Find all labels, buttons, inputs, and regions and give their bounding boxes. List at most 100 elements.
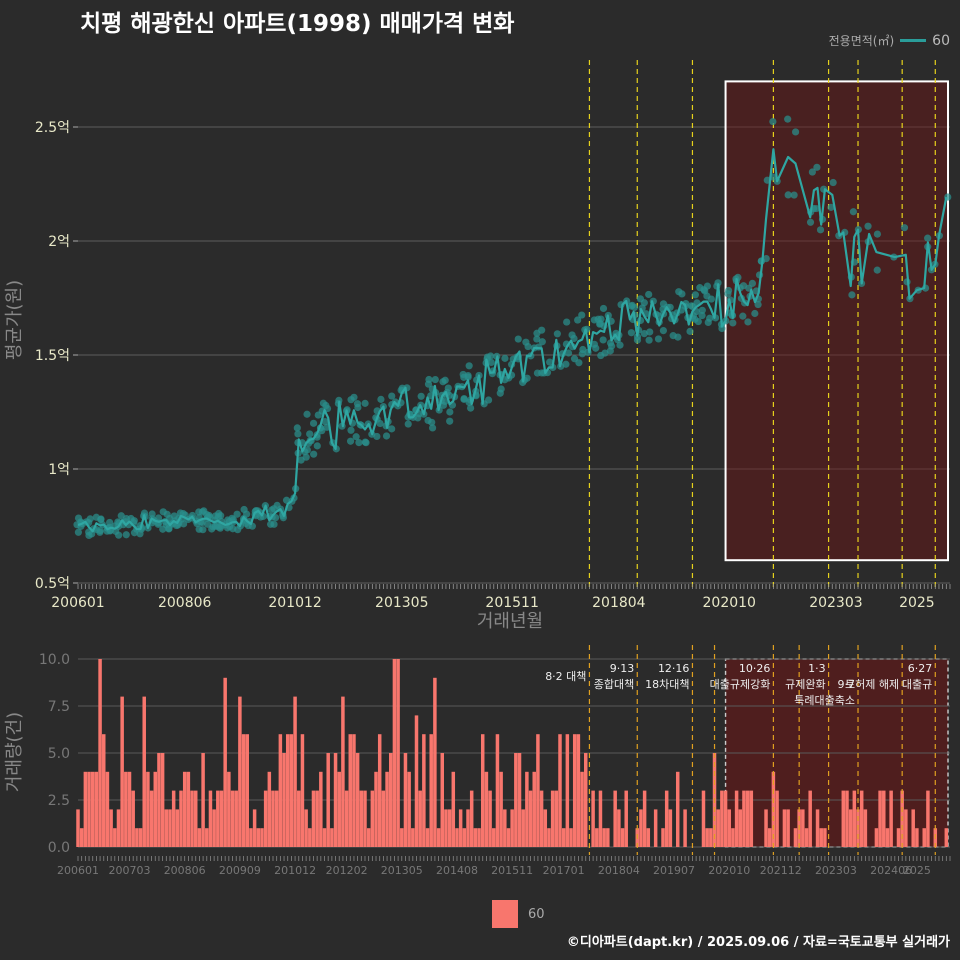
volume-bar <box>341 696 345 847</box>
price-point <box>574 316 582 324</box>
volume-bar <box>267 771 272 847</box>
price-point <box>361 438 369 446</box>
legend-title: 전용면적(㎡) <box>828 34 895 48</box>
volume-bar <box>793 828 798 847</box>
volume-bar <box>160 753 165 847</box>
volume-bar <box>841 790 846 847</box>
volume-bar <box>193 790 198 847</box>
price-point <box>268 506 276 514</box>
volume-bar <box>153 771 158 847</box>
price-point <box>115 531 123 539</box>
price-point <box>563 318 571 326</box>
price-point <box>74 528 82 536</box>
volume-bar <box>484 771 489 847</box>
volume-bar <box>602 828 606 847</box>
volume-bar <box>466 809 470 847</box>
price-point <box>791 128 800 136</box>
price-point <box>354 403 362 412</box>
price-point <box>425 375 433 384</box>
price-point <box>627 329 635 337</box>
price-point <box>829 178 837 187</box>
volume-bar <box>124 771 128 847</box>
source-caption: ©디아파트(dapt.kr) / 2025.09.06 / 자료=국토교통부 실… <box>566 935 950 950</box>
volume-bar <box>285 734 290 847</box>
price-point <box>441 397 449 406</box>
volume-bar <box>473 828 478 847</box>
volume-bar <box>804 828 809 847</box>
volume-x-tick-label: 201202 <box>326 864 368 877</box>
volume-bar <box>492 828 496 847</box>
volume-bar <box>572 734 577 847</box>
volume-bar <box>617 809 621 847</box>
price-point <box>873 230 882 238</box>
price-point <box>294 430 302 438</box>
volume-bar <box>274 790 279 847</box>
price-point <box>388 392 396 400</box>
volume-bar <box>186 771 191 847</box>
price-point <box>431 375 439 384</box>
price-point <box>122 531 130 539</box>
volume-bar <box>591 790 595 847</box>
policy-annotation: 8·2 대책 <box>545 670 586 683</box>
volume-bar <box>709 828 713 847</box>
price-point <box>808 168 816 176</box>
volume-bar <box>550 790 555 847</box>
price-point <box>376 419 384 428</box>
x-tick-label: 202303 <box>809 595 862 611</box>
volume-bar <box>227 771 231 847</box>
volume-bar <box>175 809 180 847</box>
volume-bar <box>745 790 750 847</box>
price-point <box>501 354 509 362</box>
price-point <box>487 352 495 360</box>
volume-y-tick-label: 2.5 <box>48 793 70 809</box>
price-point <box>806 218 815 226</box>
volume-bar <box>120 696 124 847</box>
volume-y-tick-label: 0.0 <box>48 840 70 856</box>
volume-bar <box>252 809 257 847</box>
volume-x-tick-label: 200601 <box>57 864 99 877</box>
price-point <box>464 371 472 380</box>
volume-bar <box>249 828 253 847</box>
x-tick-label: 200601 <box>51 595 104 611</box>
volume-bar <box>878 790 882 847</box>
volume-bar <box>403 753 408 847</box>
price-line <box>77 148 948 533</box>
volume-bar <box>234 790 238 847</box>
volume-bar <box>469 790 474 847</box>
volume-bar <box>179 790 183 847</box>
volume-bar <box>440 753 445 847</box>
price-point <box>321 418 329 426</box>
x-tick-label: 200806 <box>158 595 212 611</box>
volume-bar <box>208 790 213 847</box>
volume-x-tick-label: 2025 <box>903 864 931 877</box>
price-point <box>282 496 291 504</box>
price-point <box>784 191 792 199</box>
volume-bar <box>823 828 827 847</box>
volume-y-tick-label: 5.0 <box>48 746 70 762</box>
volume-bar <box>668 809 673 847</box>
volume-bar <box>896 828 901 847</box>
volume-bar <box>337 771 341 847</box>
volume-bar <box>76 809 80 847</box>
volume-bar <box>705 828 709 847</box>
volume-bar <box>149 790 154 847</box>
volume-bar <box>767 828 772 847</box>
volume-bar <box>230 790 235 847</box>
legend-area: 전용면적(㎡) 60 <box>829 32 950 49</box>
volume-bar <box>146 771 150 847</box>
price-point <box>849 208 857 216</box>
volume-bar <box>102 734 106 847</box>
price-point <box>703 282 712 290</box>
price-point <box>352 433 360 441</box>
volume-bar <box>874 828 879 847</box>
volume-bar <box>79 828 84 847</box>
volume-bar <box>727 809 731 847</box>
price-point <box>446 417 454 425</box>
price-point <box>570 334 578 343</box>
price-point <box>659 327 667 335</box>
volume-bar <box>182 771 187 847</box>
volume-bar <box>304 809 308 847</box>
price-point <box>578 311 586 319</box>
volume-bar <box>381 790 386 847</box>
volume-x-tick-label: 200806 <box>164 864 206 877</box>
